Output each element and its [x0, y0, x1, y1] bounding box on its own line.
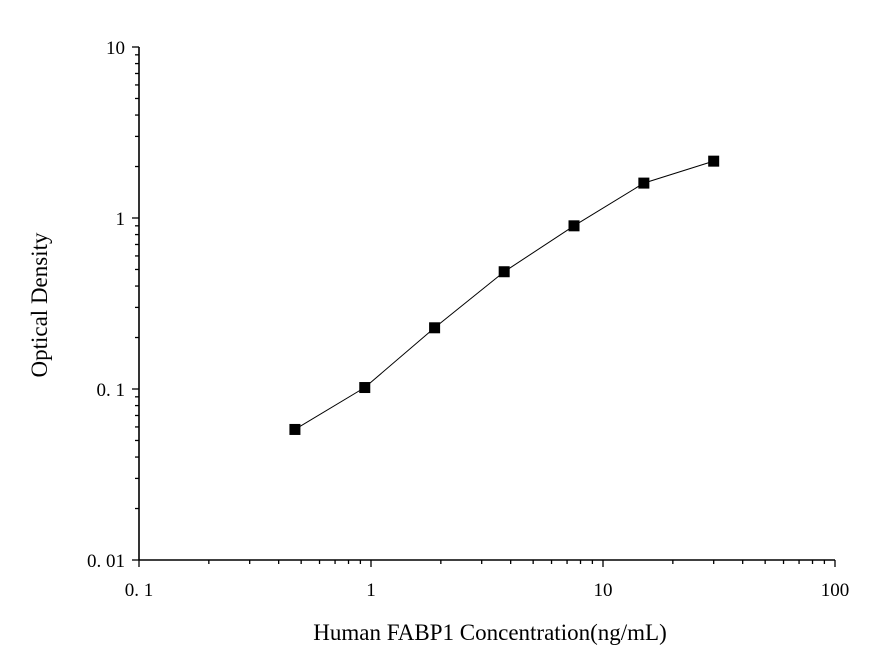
x-tick-labels: 0. 1 1 10 100 [125, 580, 850, 601]
series-line [294, 160, 714, 430]
x-tick-label: 100 [821, 580, 850, 601]
y-ticks [132, 46, 139, 561]
data-point [429, 322, 441, 334]
x-tick-label: 10 [594, 580, 613, 601]
x-axis-title: Human FABP1 Concentration(ng/mL) [313, 620, 666, 645]
x-tick-label: 0. 1 [125, 580, 154, 601]
data-point [568, 220, 580, 232]
data-point [359, 382, 371, 394]
data-point [638, 177, 650, 189]
plot-axes [138, 47, 835, 561]
y-tick-labels: 0. 01 0. 1 1 10 [87, 38, 125, 572]
y-tick-label: 0. 01 [87, 551, 125, 572]
y-tick-label: 0. 1 [97, 380, 126, 401]
data-point [289, 423, 301, 435]
data-point [708, 155, 720, 167]
y-tick-label: 10 [106, 38, 125, 59]
x-tick-label: 1 [366, 580, 376, 601]
series [289, 155, 720, 435]
data-point [498, 266, 510, 278]
y-axis-title: Optical Density [27, 232, 52, 377]
y-tick-label: 1 [116, 209, 126, 230]
x-ticks [138, 560, 836, 567]
